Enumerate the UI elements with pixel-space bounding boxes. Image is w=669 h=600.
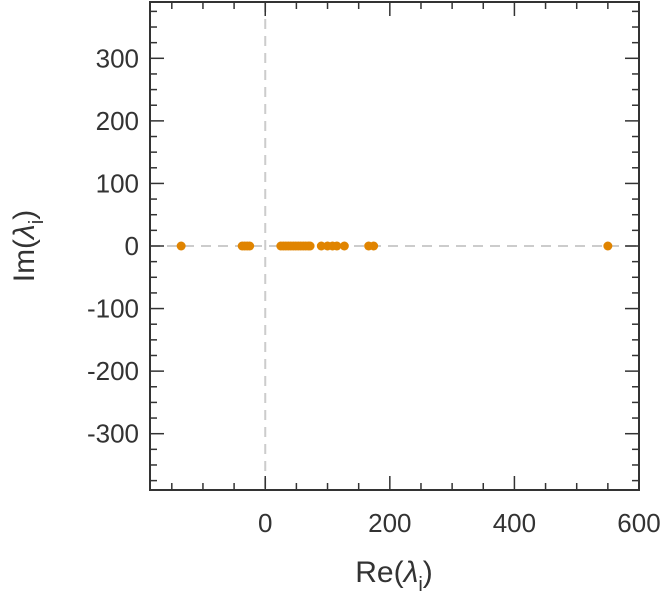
y-tick-label-6: -300 [87, 419, 139, 449]
x-tick-label-1: 200 [368, 508, 411, 538]
data-point-17 [305, 241, 315, 251]
y-tick-label-5: -200 [87, 356, 139, 386]
x-tick-label-2: 400 [493, 508, 536, 538]
y-tick-label-4: -100 [87, 294, 139, 324]
data-point-22 [339, 241, 349, 251]
x-axis-label: Re(λi) [355, 556, 433, 596]
data-points [176, 241, 613, 251]
data-point-0 [176, 241, 186, 251]
data-point-4 [245, 241, 255, 251]
x-tick-label-3: 600 [617, 508, 660, 538]
y-tick-label-1: 200 [96, 106, 139, 136]
y-axis-label: Im(λi) [8, 210, 48, 283]
y-tick-label-0: 300 [96, 43, 139, 73]
axis-ticks [150, 2, 640, 490]
data-point-24 [369, 241, 379, 251]
data-point-25 [603, 241, 613, 251]
data-point-18 [316, 241, 326, 251]
x-tick-label-0: 0 [258, 508, 272, 538]
y-tick-label-3: 0 [125, 231, 139, 261]
data-point-21 [332, 241, 342, 251]
tick-labels: 0 200 400 600 300 200 100 0 -100 -200 -300 [87, 43, 661, 538]
y-tick-label-2: 100 [96, 168, 139, 198]
